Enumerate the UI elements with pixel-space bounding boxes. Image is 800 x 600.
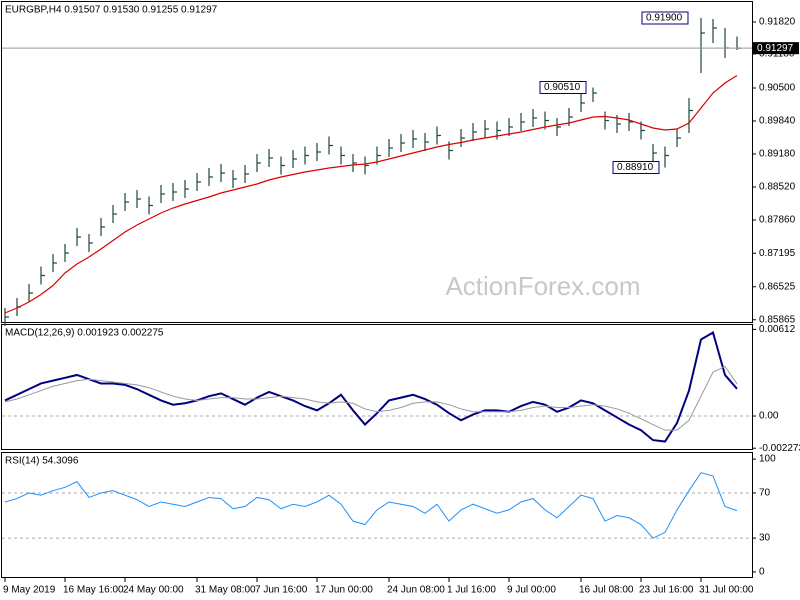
- indicator-line: [4, 472, 738, 539]
- y-tick-label: 0.00: [759, 411, 779, 422]
- y-tick-label: 0.87860: [759, 215, 796, 226]
- rsi-title: RSI(14) 54.3096: [5, 456, 79, 467]
- y-tick-label: 0.91820: [759, 17, 796, 28]
- y-tick-label: 100: [759, 454, 776, 465]
- y-tick-label: 0.89180: [759, 149, 796, 160]
- y-tick-label: 0.87195: [759, 248, 796, 259]
- annotation-box: [641, 11, 689, 25]
- rsi-pane: [1, 452, 753, 578]
- moving-average: [4, 74, 738, 314]
- x-tick-label: 9 Jul 00:00: [507, 585, 556, 596]
- x-tick-label: 16 May 16:00: [63, 585, 124, 596]
- y-tick-label: 0.90500: [759, 83, 796, 94]
- x-tick-label: 1 Jul 16:00: [447, 585, 496, 596]
- y-tick-label: 70: [759, 488, 771, 499]
- annotation-box: [612, 161, 660, 174]
- annotation-label: 0.91900: [646, 13, 683, 24]
- price-title: EURGBP,H4 0.91507 0.91530 0.91255 0.9129…: [5, 5, 218, 16]
- annotation-label: 0.90510: [544, 82, 581, 93]
- last-price-box: [753, 42, 799, 55]
- annotation-label: 0.88910: [617, 162, 654, 173]
- x-tick-label: 31 May 08:00: [195, 585, 256, 596]
- macd-pane: [1, 324, 753, 450]
- y-tick-label: 0.00612: [759, 324, 796, 335]
- indicator-line: [4, 330, 738, 443]
- y-tick-label: 0.85865: [759, 314, 796, 325]
- x-tick-label: 31 Jul 00:00: [699, 585, 754, 596]
- annotation-box: [539, 81, 587, 94]
- x-tick-label: 7 Jun 16:00: [255, 585, 308, 596]
- y-tick-label: -0.002273: [759, 443, 800, 454]
- y-tick-label: 0.89840: [759, 116, 796, 127]
- price-pane: [1, 1, 753, 323]
- x-tick-label: 24 Jun 08:00: [387, 585, 445, 596]
- x-tick-label: 16 Jul 08:00: [579, 585, 634, 596]
- x-tick-label: 23 Jul 16:00: [639, 585, 694, 596]
- watermark: ActionForex.com: [445, 271, 640, 301]
- y-tick-label: 0.86525: [759, 281, 796, 292]
- x-tick-label: 17 Jun 00:00: [315, 585, 373, 596]
- x-tick-label: 24 May 00:00: [123, 585, 184, 596]
- y-tick-label: 30: [759, 533, 771, 544]
- indicator-line: [4, 365, 738, 431]
- y-tick-label: 0: [759, 567, 765, 578]
- y-tick-label: 0.88520: [759, 182, 796, 193]
- last-price-label: 0.91297: [757, 43, 794, 54]
- x-tick-label: 9 May 2019: [3, 585, 56, 596]
- macd-title: MACD(12,26,9) 0.001923 0.002275: [5, 328, 164, 339]
